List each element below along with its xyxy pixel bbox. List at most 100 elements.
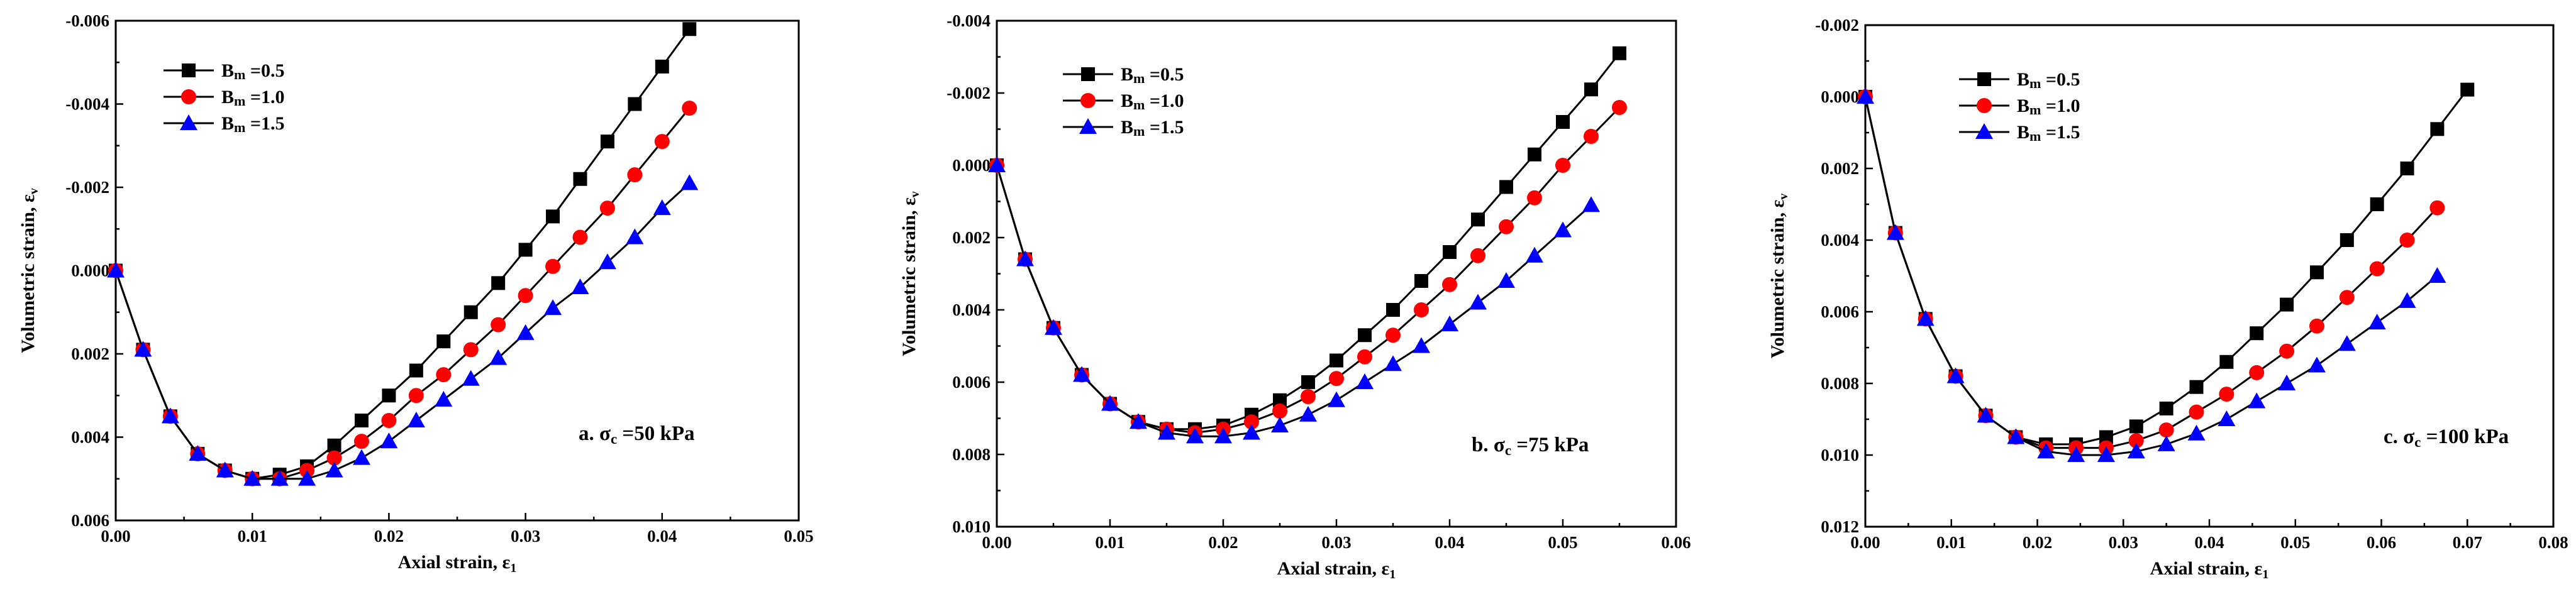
y-tick-label: -0.002 — [947, 84, 991, 102]
data-point-triangle — [653, 199, 671, 216]
data-point-circle — [654, 134, 670, 150]
data-point-triangle — [2428, 267, 2446, 283]
series-triangle — [107, 174, 699, 486]
x-tick-label: 0.08 — [2538, 533, 2568, 552]
data-point-triangle — [462, 370, 480, 386]
data-point-triangle — [1413, 337, 1430, 353]
y-tick-label: 0.006 — [71, 511, 109, 530]
data-point-triangle — [571, 278, 589, 294]
legend-entry: Bm =0.5 — [164, 60, 284, 82]
data-point-triangle — [1469, 294, 1487, 310]
data-point-circle — [2369, 261, 2385, 277]
data-point-square — [1301, 375, 1315, 389]
data-point-triangle — [1016, 250, 1034, 267]
legend-entry: Bm =1.0 — [164, 87, 284, 109]
data-point-circle — [2429, 200, 2445, 216]
x-tick-label: 0.02 — [374, 527, 404, 546]
x-tick-label: 0.03 — [2109, 533, 2138, 552]
legend-label: Bm =0.5 — [221, 60, 284, 82]
data-point-triangle — [489, 349, 508, 365]
legend-entry: Bm =1.5 — [1959, 122, 2080, 144]
y-tick-label: 0.004 — [952, 300, 991, 319]
legend-label: Bm =0.5 — [1121, 64, 1184, 86]
data-point-square — [2309, 265, 2324, 280]
data-point-triangle — [352, 449, 370, 465]
data-point-triangle — [1582, 196, 1600, 212]
data-point-circle — [2249, 365, 2265, 380]
series-square — [109, 22, 697, 486]
data-point-square — [2219, 354, 2234, 369]
legend-entry: Bm =0.5 — [1959, 69, 2080, 91]
series-line — [114, 182, 691, 480]
x-tick-label: 0.03 — [511, 527, 540, 546]
data-point-triangle — [243, 470, 262, 486]
data-point-triangle — [544, 299, 562, 316]
data-point-square — [2340, 233, 2354, 247]
data-point-square — [1556, 115, 1570, 129]
data-point-circle — [1244, 414, 1259, 430]
data-point-square — [2189, 380, 2204, 394]
y-axis-title: Volumetric strain, εv — [18, 188, 41, 353]
data-point-circle — [627, 167, 643, 183]
data-point-square — [2370, 197, 2384, 211]
x-tick-label: 0.04 — [2194, 533, 2224, 552]
data-point-circle — [326, 450, 342, 466]
legend-entry: Bm =0.5 — [1063, 64, 1184, 86]
y-tick-label: -0.002 — [65, 178, 109, 197]
legend-marker-triangle — [180, 114, 197, 130]
data-point-triangle — [2037, 442, 2055, 459]
data-point-triangle — [380, 432, 398, 449]
chart-panel-1: 0.00 0.01 0.02 0.03 0.04 0.05 -0.006 -0.004 -0.0… — [18, 11, 814, 575]
data-point-square — [628, 97, 642, 111]
data-point-circle — [518, 288, 533, 304]
x-axis-title: Axial strain, ε1 — [1277, 558, 1396, 581]
x-tick-label: 0.02 — [2023, 533, 2052, 552]
legend-label: Bm =1.0 — [1121, 91, 1184, 113]
series-circle — [1858, 89, 2445, 456]
legend-entry: Bm =1.5 — [1063, 117, 1184, 139]
data-point-circle — [1499, 219, 1514, 234]
data-point-circle — [1272, 404, 1287, 419]
data-point-triangle — [1384, 355, 1402, 371]
panel-label: a. σc =50 kPa — [579, 422, 695, 447]
x-tick-label: 0.05 — [1548, 533, 1577, 552]
y-tick-label: -0.006 — [65, 11, 109, 30]
data-point-triangle — [1328, 391, 1345, 407]
data-point-triangle — [2127, 442, 2145, 459]
data-point-square — [436, 334, 451, 349]
legend-entry: Bm =1.0 — [1959, 96, 2080, 118]
data-point-square — [2280, 297, 2294, 312]
data-point-square — [1414, 274, 1428, 288]
data-point-circle — [1527, 190, 1542, 206]
data-point-triangle — [2007, 428, 2025, 444]
data-point-triangle — [1977, 407, 1995, 423]
data-point-square — [382, 388, 396, 403]
data-point-circle — [2279, 343, 2295, 359]
legend-label: Bm =1.5 — [2017, 122, 2080, 144]
data-point-triangle — [1441, 316, 1458, 331]
x-tick-label: 0.04 — [647, 527, 677, 546]
data-point-square — [1613, 46, 1626, 60]
data-point-square — [655, 59, 669, 74]
data-point-triangle — [2338, 335, 2356, 351]
data-point-triangle — [2278, 375, 2296, 390]
data-point-triangle — [1299, 405, 1317, 422]
data-point-triangle — [2368, 314, 2386, 330]
data-point-circle — [1329, 371, 1344, 387]
data-point-triangle — [1886, 224, 1904, 240]
y-tick-label: -0.002 — [1815, 16, 1859, 35]
x-tick-label: 0.00 — [101, 527, 130, 546]
data-point-triangle — [1073, 366, 1091, 382]
y-tick-label: 0.000 — [952, 156, 991, 175]
data-point-circle — [2128, 433, 2144, 449]
legend-label: Bm =1.0 — [221, 87, 284, 109]
legend-label: Bm =1.5 — [1121, 117, 1184, 139]
data-point-square — [491, 276, 506, 290]
data-point-square — [1499, 180, 1513, 194]
data-point-triangle — [1158, 424, 1175, 440]
x-axis-title: Axial strain, ε1 — [2150, 558, 2269, 581]
y-tick-label: 0.008 — [952, 445, 991, 464]
y-tick-label: 0.002 — [71, 344, 109, 363]
data-point-triangle — [598, 253, 616, 270]
x-tick-label: 0.02 — [1208, 533, 1238, 552]
